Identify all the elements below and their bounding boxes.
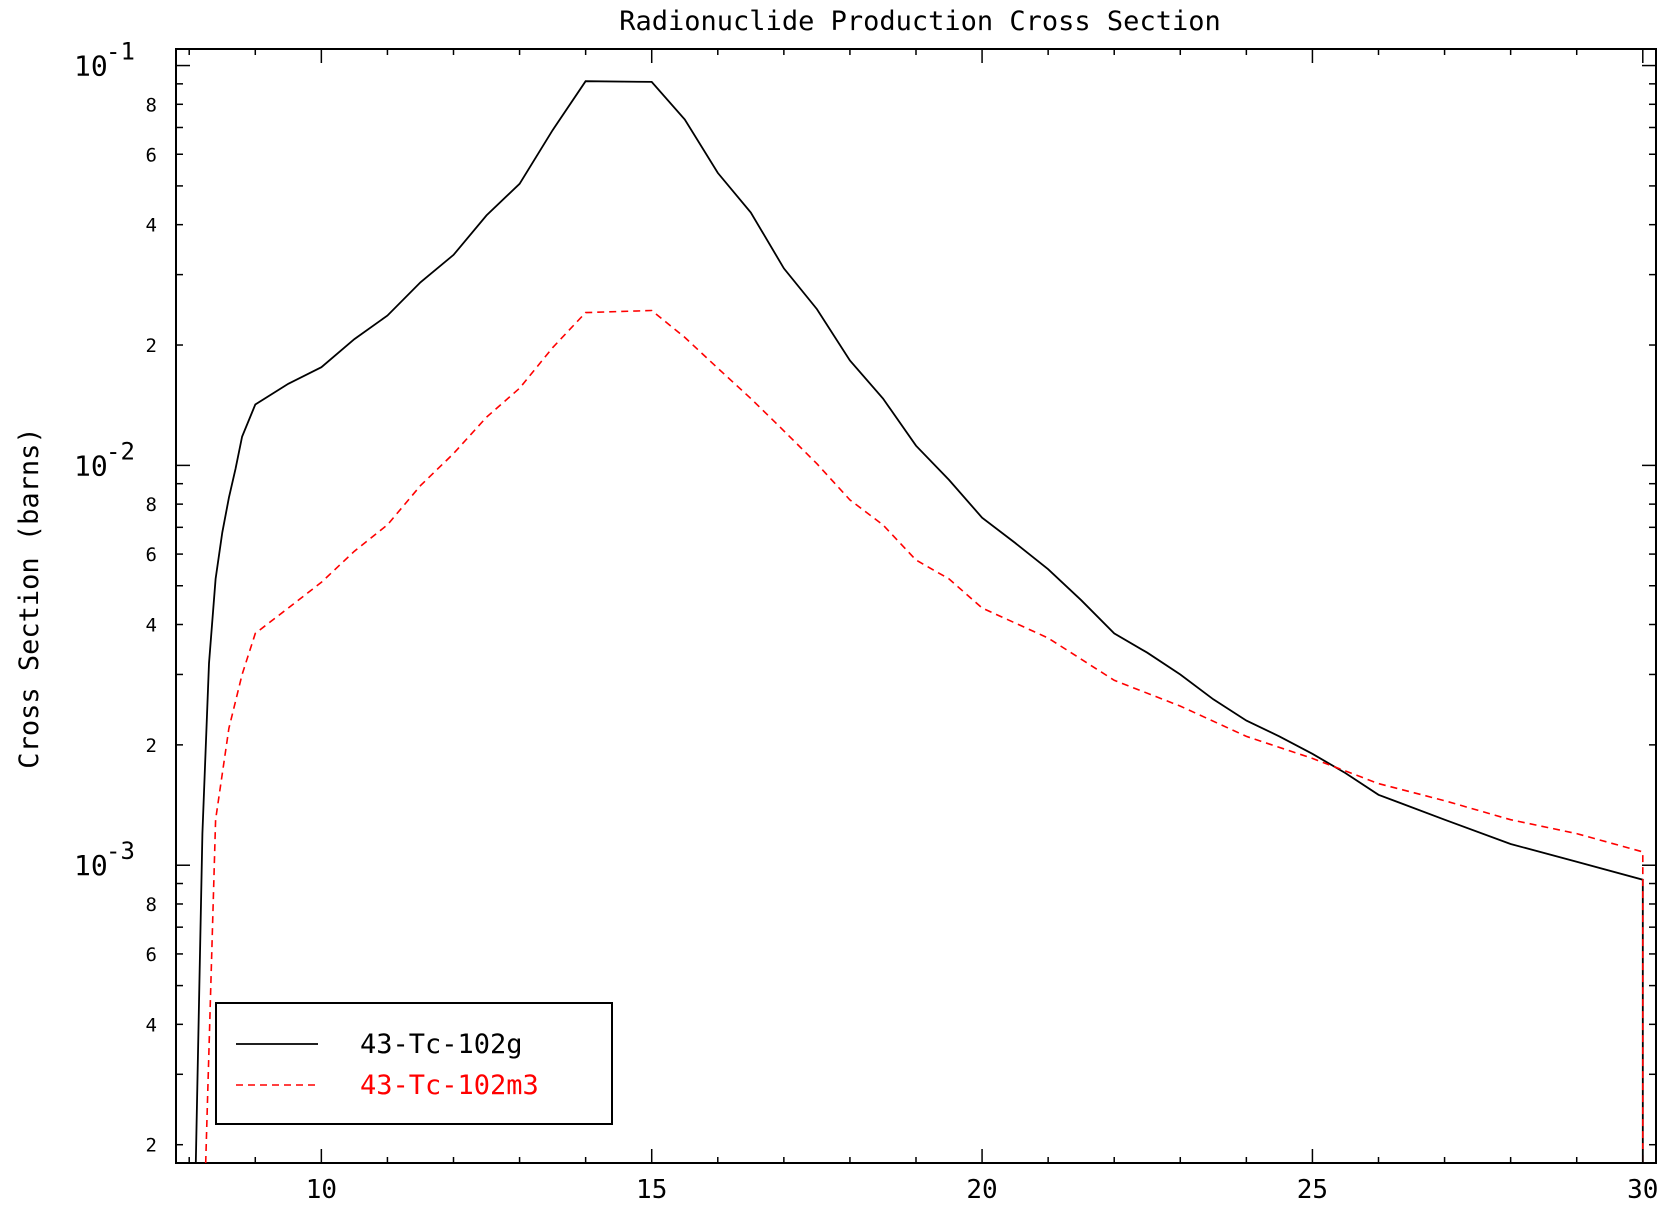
y-minor-tick-label: 6	[146, 944, 157, 966]
y-decade-exponent: -2	[106, 437, 135, 465]
x-tick-label: 15	[636, 1175, 667, 1205]
legend: 43-Tc-102g 43-Tc-102m3	[215, 1002, 613, 1125]
y-minor-tick-label: 6	[146, 144, 157, 166]
y-minor-tick-label: 2	[146, 735, 157, 757]
y-decade-label: 10	[74, 50, 108, 83]
legend-label-tc102g: 43-Tc-102g	[360, 1029, 523, 1060]
y-decade-exponent: -1	[106, 38, 135, 66]
x-tick-label: 10	[306, 1175, 337, 1205]
y-decade-exponent: -3	[106, 837, 135, 865]
series-line-0	[194, 80, 1644, 1164]
chart-title: Radionuclide Production Cross Section	[619, 6, 1220, 37]
y-minor-tick-label: 8	[146, 494, 157, 516]
y-minor-tick-label: 4	[146, 215, 157, 237]
y-decade-label: 10	[74, 849, 108, 882]
plot-frame	[175, 48, 1657, 1164]
x-tick-label: 30	[1627, 1175, 1658, 1205]
y-minor-tick-label: 6	[146, 544, 157, 566]
x-tick-label: 25	[1297, 1175, 1328, 1205]
legend-label-tc102m3: 43-Tc-102m3	[360, 1070, 539, 1101]
y-minor-tick-label: 8	[146, 894, 157, 916]
y-minor-tick-label: 4	[146, 615, 157, 637]
x-tick-label: 20	[966, 1175, 997, 1205]
axis-ticks	[176, 49, 1656, 1163]
y-decade-label: 10	[74, 449, 108, 482]
y-minor-tick-label: 8	[146, 94, 157, 116]
series-line-1	[204, 309, 1644, 1164]
y-minor-tick-label: 2	[146, 1135, 157, 1157]
y-minor-tick-label: 2	[146, 335, 157, 357]
y-axis-label: Cross Section (barns)	[14, 427, 45, 768]
series-layer	[194, 80, 1644, 1164]
y-minor-tick-label: 4	[146, 1014, 157, 1036]
legend-box	[215, 1002, 613, 1125]
plot-area	[175, 48, 1657, 1164]
